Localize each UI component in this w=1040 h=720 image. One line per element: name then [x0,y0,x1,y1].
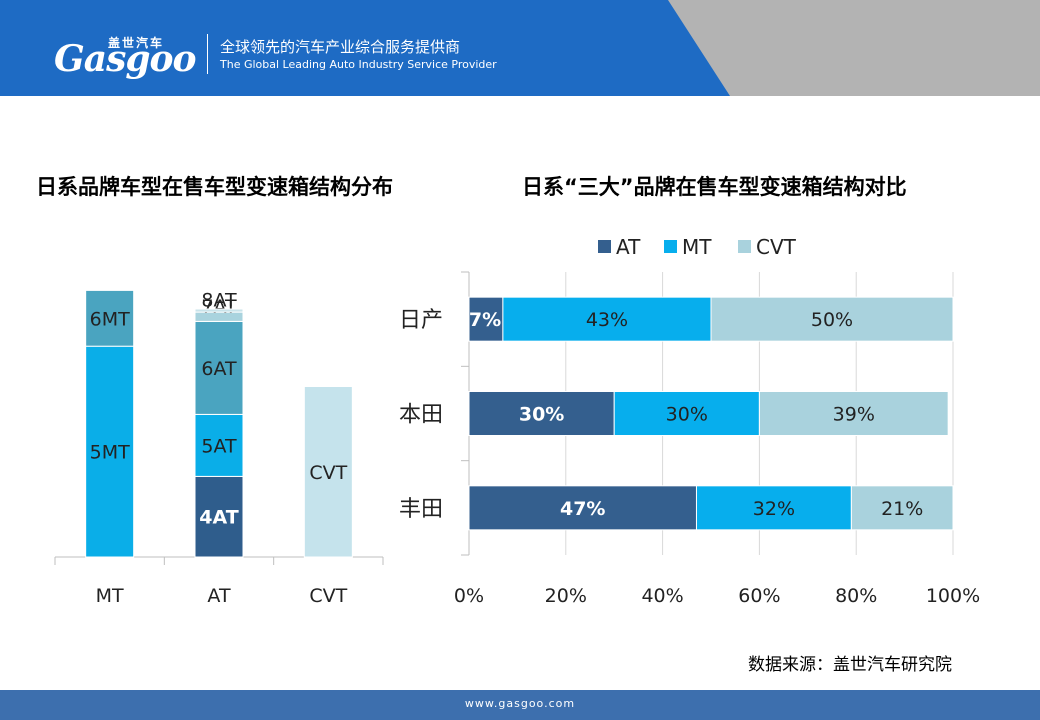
category-label: AT [207,585,231,607]
category-label: 日产 [399,308,443,333]
legend-swatch-cvt [738,240,751,253]
bar-segment-cvt [710,296,954,342]
bar-segment-cvt [850,485,954,531]
gasgoo-logo-cn: 盖世汽车 [108,36,165,50]
data-label: 7% [469,309,501,331]
chart1-title: 日系品牌车型在售车型变速箱结构分布 [36,175,393,199]
bar-segment-label: CVT [309,462,347,484]
data-label: 43% [586,309,628,331]
bar-segment-mt [695,485,852,531]
x-tick-label: 0% [454,585,484,607]
data-label: 30% [666,404,708,426]
bar-segment-cvt [303,386,353,558]
bar-segment-at [468,485,697,531]
data-label: 32% [753,498,795,520]
legend-label-cvt: CVT [756,235,797,259]
category-label: MT [96,585,124,607]
tagline-cn: 全球领先的汽车产业综合服务提供商 [220,38,461,56]
bar-segment-cvt [758,391,949,436]
x-tick-label: 20% [545,585,587,607]
legend-label-mt: MT [682,235,712,259]
bar-segment-5at [194,413,244,477]
bar-segment-mt [613,391,760,436]
category-label: 丰田 [399,497,443,522]
footer-bar [0,690,1040,720]
data-label: 50% [811,309,853,331]
legend-label-at: AT [616,235,641,259]
bar-segment-5mt [85,345,135,558]
bar-segment-label: 6AT [201,358,237,380]
data-label: 21% [881,498,923,520]
header-banner [0,0,1040,96]
x-tick-label: 80% [835,585,877,607]
x-tick-label: 60% [738,585,780,607]
footer-url: www.gasgoo.com [464,697,576,710]
data-label: 30% [519,404,564,426]
data-label: 39% [833,404,875,426]
x-tick-label: 100% [926,585,980,607]
category-label: 本田 [399,403,443,428]
bar-segment-8at [194,308,244,313]
category-label: CVT [309,585,347,607]
chart2-title: 日系“三大”品牌在售车型变速箱结构对比 [522,175,907,199]
bar-segment-at [468,391,615,436]
logo-separator [207,34,208,74]
bar-segment-at [468,296,504,342]
bar-segment-4at [194,475,244,558]
tagline-en: The Global Leading Auto Industry Service… [220,58,497,71]
legend-swatch-at [598,240,611,253]
data-source-note: 数据来源：盖世汽车研究院 [748,655,952,675]
bar-segment-label: 8AT [201,290,237,312]
header-blue-band [0,0,730,96]
bar-segment-6at [194,320,244,415]
bar-segment-label: 5MT [90,442,130,464]
bar-segment-label: 5AT [201,435,237,457]
bar-segment-6mt [85,289,135,347]
x-tick-label: 40% [641,585,683,607]
legend-swatch-mt [664,240,677,253]
gasgoo-logo: Gasgoo [54,38,197,80]
bar-segment-label: 6MT [90,308,130,330]
data-label: 47% [560,498,605,520]
bar-segment-mt [502,296,712,342]
bar-segment-label: 4AT [199,507,238,529]
